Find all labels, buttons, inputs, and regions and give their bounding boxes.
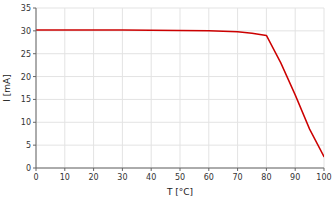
x-tick-label: 70: [233, 173, 243, 182]
plot-background: [36, 8, 324, 168]
y-tick-label: 15: [21, 95, 31, 104]
y-tick: [33, 76, 36, 77]
grid-line-y: [36, 99, 324, 100]
grid-line-y: [36, 76, 324, 77]
x-tick-label: 0: [33, 173, 38, 182]
grid-line-x: [180, 8, 181, 168]
x-tick-label: 60: [204, 173, 214, 182]
grid-line-x: [93, 8, 94, 168]
y-tick: [33, 122, 36, 123]
x-tick: [237, 168, 238, 171]
x-tick: [151, 168, 152, 171]
grid: [36, 8, 324, 168]
grid-line-x: [324, 8, 325, 168]
x-tick-label: 40: [146, 173, 156, 182]
x-tick: [324, 168, 325, 171]
grid-line-x: [64, 8, 65, 168]
x-tick: [266, 168, 267, 171]
y-axis-label: I [mA]: [2, 74, 12, 101]
grid-line-x: [122, 8, 123, 168]
x-tick-label: 90: [290, 173, 300, 182]
grid-line-y: [36, 8, 324, 9]
chart-container: 0 10 20 30 40 50 60 70 80 90 100 0 5 10 15 20 25 30 35 T [°…: [0, 0, 334, 200]
data-line: [36, 30, 324, 157]
chart-svg: 0 10 20 30 40 50 60 70 80 90 100 0 5 10 15 20 25 30 35 T [°…: [0, 0, 334, 200]
grid-line-y: [36, 122, 324, 123]
x-axis-label: T [°C]: [166, 187, 193, 197]
y-tick: [33, 99, 36, 100]
y-tick: [33, 145, 36, 146]
x-tick-label: 20: [89, 173, 99, 182]
x-tick: [180, 168, 181, 171]
x-tick: [295, 168, 296, 171]
x-tick: [208, 168, 209, 171]
y-tick-label: 30: [21, 27, 31, 36]
y-tick: [33, 8, 36, 9]
x-tick: [93, 168, 94, 171]
grid-line-x: [208, 8, 209, 168]
grid-line-y: [36, 145, 324, 146]
grid-line-x: [295, 8, 296, 168]
x-tick-label: 50: [175, 173, 185, 182]
grid-line-y: [36, 53, 324, 54]
x-tick-label: 100: [316, 173, 331, 182]
grid-line-x: [151, 8, 152, 168]
grid-line-x: [36, 8, 37, 168]
x-tick: [64, 168, 65, 171]
x-tick-label: 30: [117, 173, 127, 182]
grid-line-x: [266, 8, 267, 168]
y-tick: [33, 53, 36, 54]
y-tick-label: 35: [21, 4, 31, 13]
y-tick-label: 10: [21, 118, 31, 127]
y-tick-label: 20: [21, 73, 31, 82]
y-tick-label: 5: [26, 141, 31, 150]
x-tick: [122, 168, 123, 171]
x-tick-label: 80: [261, 173, 271, 182]
y-tick-label: 25: [21, 50, 31, 59]
y-axis-line: [36, 8, 37, 168]
axes: 0 10 20 30 40 50 60 70 80 90 100 0 5 10 15 20 25 30 35: [21, 4, 332, 182]
y-tick: [33, 30, 36, 31]
plot-area: [36, 30, 324, 157]
y-tick: [33, 168, 36, 169]
x-tick-label: 10: [60, 173, 70, 182]
y-tick-label: 0: [26, 164, 31, 173]
